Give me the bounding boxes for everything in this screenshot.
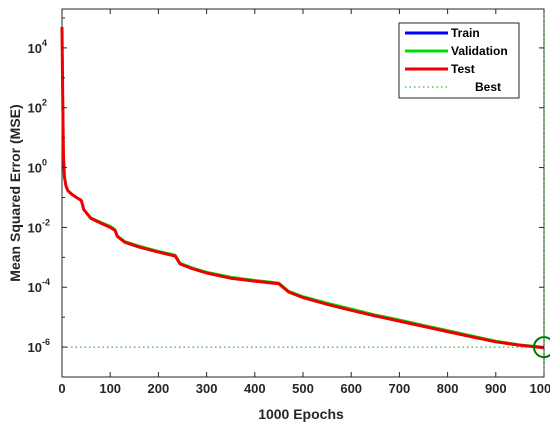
legend-label-best: Best [475, 80, 501, 94]
y-tick-label: 10 [28, 280, 42, 295]
x-tick-label: 700 [389, 381, 411, 396]
legend: Train Validation Test Best [398, 22, 520, 99]
x-tick-label: 500 [292, 381, 314, 396]
best-point-circle [533, 336, 550, 359]
legend-label-test: Test [451, 62, 475, 76]
series-line-test [60, 26, 545, 350]
x-tick-label: 0 [58, 381, 65, 396]
legend-box [398, 22, 520, 99]
y-axis-label: Mean Squared Error (MSE) [7, 104, 23, 281]
x-tick-label: 800 [437, 381, 459, 396]
y-tick-label: 10 [28, 220, 42, 235]
y-tick-exponent: 2 [42, 98, 47, 108]
x-tick-label: 100 [99, 381, 121, 396]
y-tick-exponent: -6 [42, 337, 50, 347]
x-tick-label: 1000 [530, 381, 550, 396]
y-tick-exponent: 4 [42, 38, 47, 48]
best-marker-lines [62, 9, 545, 377]
legend-label-validation: Validation [451, 44, 508, 58]
y-tick-label: 10 [28, 340, 42, 355]
x-tick-label: 300 [196, 381, 218, 396]
x-tick-label: 600 [340, 381, 362, 396]
y-tick-label: 10 [28, 161, 42, 176]
x-tick-label: 400 [244, 381, 266, 396]
y-tick-exponent: -2 [42, 217, 50, 227]
best-circle-layer [533, 336, 550, 359]
y-tick-label: 10 [28, 41, 42, 56]
y-tick-label: 10 [28, 101, 42, 116]
x-axis-ticks: 0 100 200 300 400 500 600 700 800 900 1000 [58, 9, 550, 396]
series-layer [60, 26, 545, 350]
y-tick-exponent: -4 [42, 277, 50, 287]
x-axis-label: 1000 Epochs [258, 406, 344, 422]
x-tick-label: 900 [485, 381, 507, 396]
x-tick-label: 200 [148, 381, 170, 396]
legend-label-train: Train [451, 26, 480, 40]
y-tick-exponent: 0 [42, 158, 47, 168]
